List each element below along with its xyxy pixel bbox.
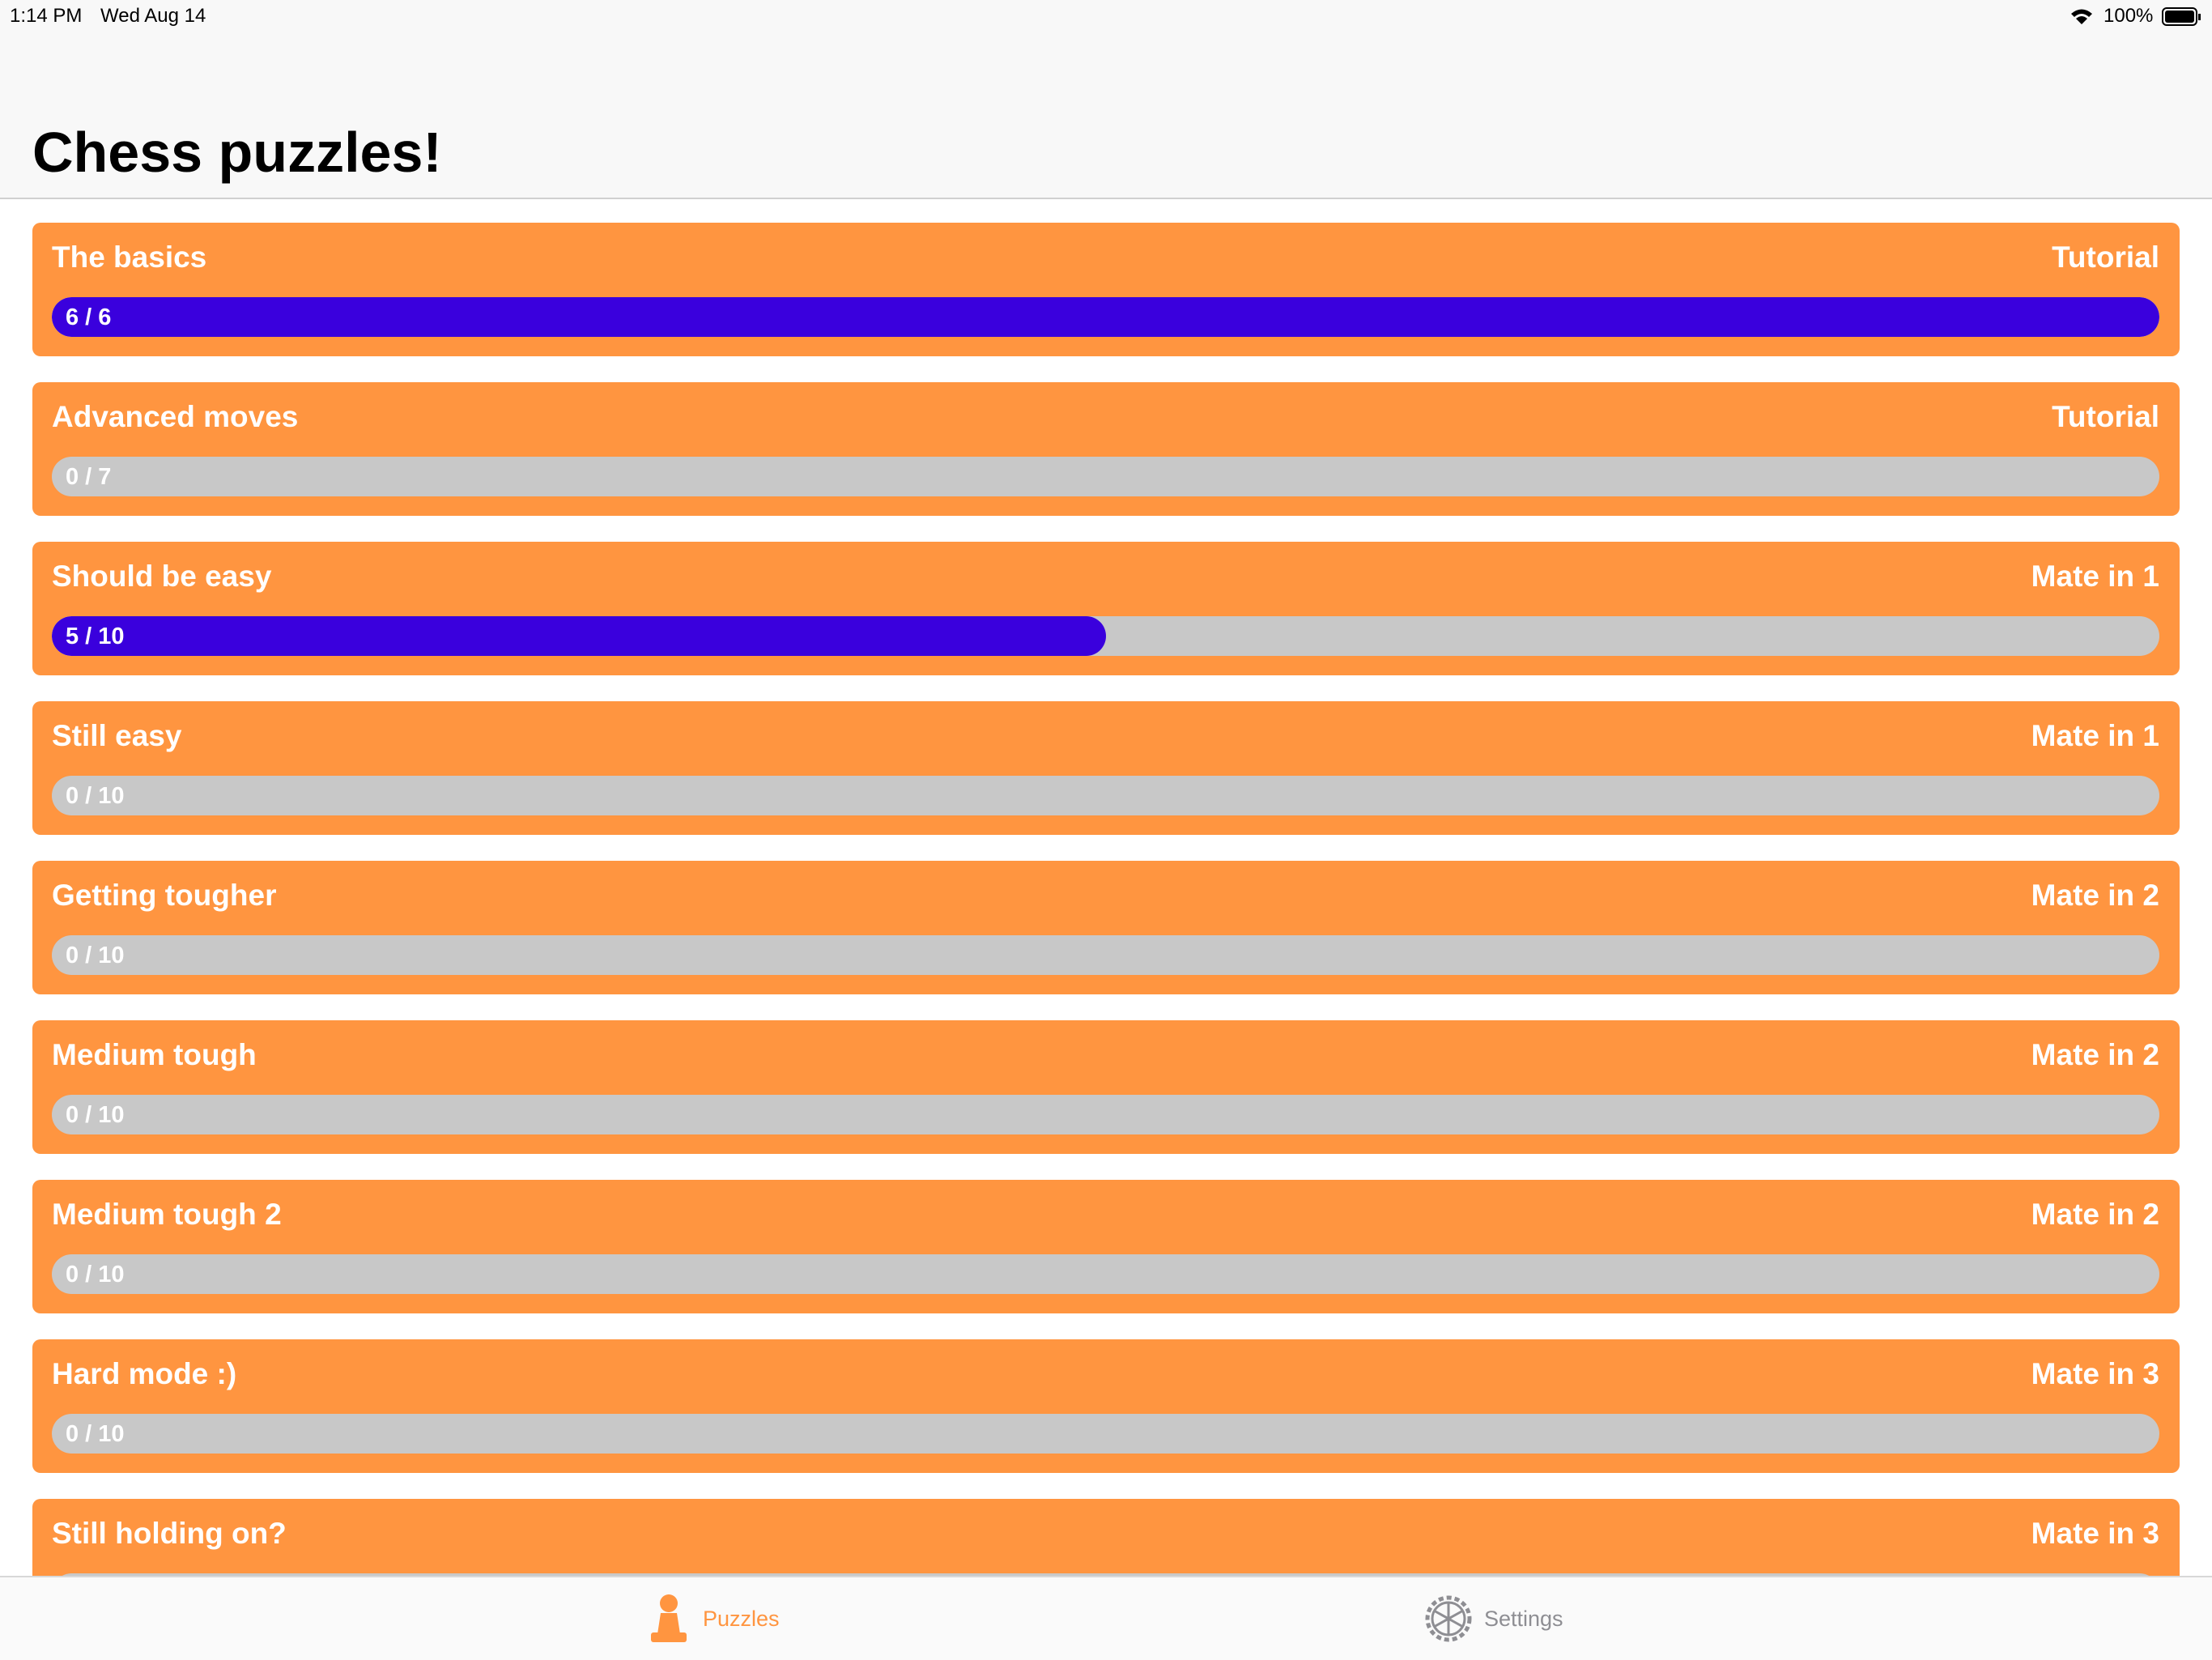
puzzle-category: Mate in 3	[2031, 1517, 2159, 1550]
progress-label: 0 / 10	[66, 1262, 125, 1288]
status-bar: 1:14 PM Wed Aug 14 100%	[0, 0, 2212, 34]
puzzle-name: Advanced moves	[52, 400, 299, 433]
progress-track: 0 / 10	[52, 1254, 2159, 1294]
progress-track: 0 / 10	[52, 1095, 2159, 1134]
status-time: 1:14 PM	[10, 5, 83, 27]
puzzle-card[interactable]: Advanced moves Tutorial 0 / 7	[32, 382, 2180, 516]
puzzle-category: Mate in 1	[2031, 719, 2159, 752]
progress-fill	[52, 297, 2159, 337]
progress-label: 5 / 10	[66, 624, 125, 649]
puzzle-card[interactable]: Getting tougher Mate in 2 0 / 10	[32, 861, 2180, 994]
puzzle-card[interactable]: Medium tough 2 Mate in 2 0 / 10	[32, 1180, 2180, 1313]
puzzle-name: Still easy	[52, 719, 182, 752]
progress-label: 0 / 7	[66, 464, 112, 490]
battery-icon	[2162, 7, 2201, 26]
progress-track: 5 / 10	[52, 616, 2159, 656]
progress-label: 0 / 10	[66, 783, 125, 809]
puzzle-card[interactable]: Medium tough Mate in 2 0 / 10	[32, 1020, 2180, 1154]
puzzle-category: Tutorial	[2052, 240, 2159, 274]
progress-track: 0 / 10	[52, 1414, 2159, 1454]
puzzle-card[interactable]: Hard mode :) Mate in 3 0 / 10	[32, 1339, 2180, 1473]
progress-track: 6 / 6	[52, 297, 2159, 337]
puzzle-category: Mate in 2	[2031, 1198, 2159, 1231]
tab-label[interactable]: Puzzles	[703, 1607, 780, 1631]
page-title: Chess puzzles!	[32, 121, 442, 184]
progress-label: 6 / 6	[66, 304, 112, 330]
puzzle-category: Tutorial	[2052, 400, 2159, 433]
puzzle-category: Mate in 1	[2031, 560, 2159, 593]
puzzle-card[interactable]: Should be easy Mate in 1 5 / 10	[32, 542, 2180, 675]
wifi-icon	[2071, 9, 2092, 24]
puzzle-name: Medium tough 2	[52, 1198, 282, 1231]
progress-track: 0 / 10	[52, 935, 2159, 975]
tab-bar: Puzzles Settings	[0, 1576, 2212, 1660]
puzzle-name: Getting tougher	[52, 879, 277, 912]
puzzle-name: The basics	[52, 240, 207, 274]
puzzle-name: Medium tough	[52, 1038, 257, 1071]
puzzle-name: Hard mode :)	[52, 1357, 237, 1390]
progress-track: 0 / 10	[52, 776, 2159, 815]
battery-percent: 100%	[2104, 5, 2154, 27]
progress-track: 0 / 7	[52, 457, 2159, 496]
puzzle-category: Mate in 2	[2031, 879, 2159, 912]
puzzle-name: Should be easy	[52, 560, 272, 593]
puzzle-category: Mate in 3	[2031, 1357, 2159, 1390]
progress-label: 0 / 10	[66, 943, 125, 968]
tab-label[interactable]: Settings	[1484, 1607, 1563, 1631]
progress-label: 0 / 10	[66, 1102, 125, 1128]
puzzle-name: Still holding on?	[52, 1517, 287, 1550]
puzzle-card[interactable]: The basics Tutorial 6 / 6	[32, 223, 2180, 356]
puzzle-card[interactable]: Still easy Mate in 1 0 / 10	[32, 701, 2180, 835]
progress-label: 0 / 10	[66, 1421, 125, 1447]
progress-fill	[52, 616, 1106, 656]
status-date: Wed Aug 14	[100, 5, 206, 27]
puzzle-category: Mate in 2	[2031, 1038, 2159, 1071]
pawn-icon[interactable]	[648, 1592, 690, 1644]
gear-icon[interactable]	[1423, 1594, 1474, 1644]
